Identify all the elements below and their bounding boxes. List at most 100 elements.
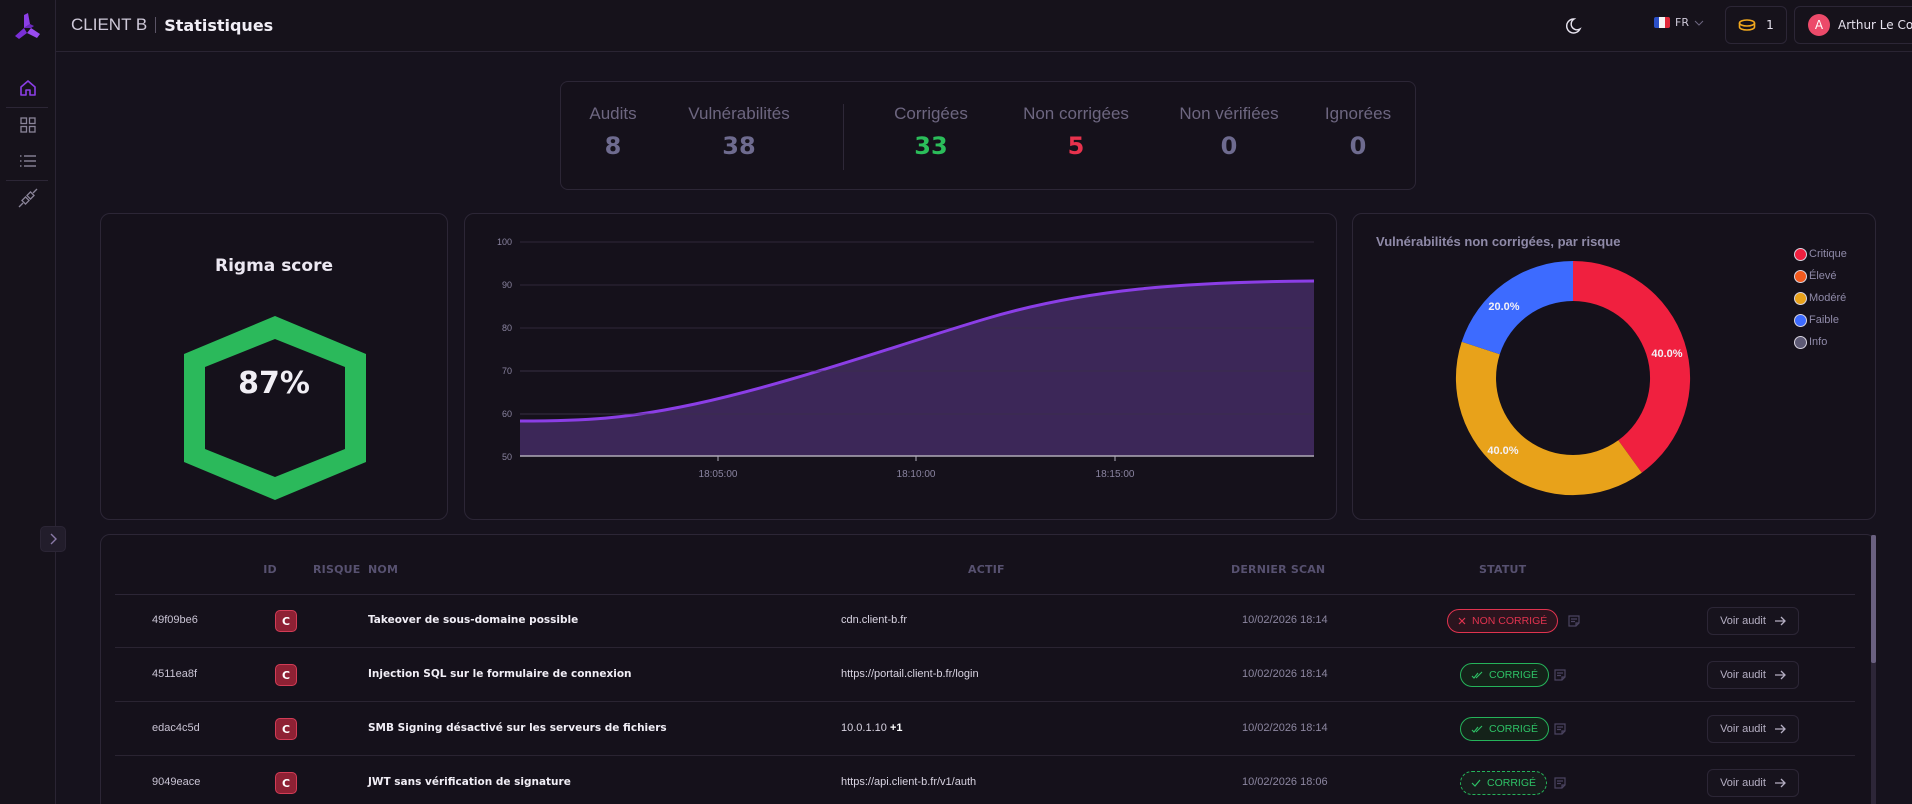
row-name[interactable]: SMB Signing désactivé sur les serveurs d… (368, 722, 667, 734)
sidebar-item-integrations[interactable] (14, 184, 42, 212)
rigma-logo-icon[interactable] (11, 12, 43, 44)
grid-icon (20, 117, 36, 133)
chevron-down-icon (1694, 20, 1704, 26)
arrow-right-icon (1774, 724, 1786, 734)
risk-badge-critical: C (275, 718, 297, 740)
slice-label-modere: 40.0% (1487, 445, 1518, 457)
legend-item-faible[interactable]: Faible (1794, 309, 1847, 331)
language-selector[interactable]: FR (1654, 16, 1704, 29)
risk-badge-critical: C (275, 664, 297, 686)
legend-item-eleve[interactable]: Élevé (1794, 265, 1847, 287)
stat-ignored: Ignorées 0 (1313, 104, 1403, 160)
sidebar-divider (6, 180, 48, 181)
credits-button[interactable]: 1 (1725, 6, 1787, 44)
moon-icon[interactable] (1562, 15, 1584, 37)
user-menu-button[interactable]: A Arthur Le Corguillé (1794, 6, 1912, 44)
column-header-risk[interactable]: RISQUE (313, 563, 361, 576)
status-badge[interactable]: CORRIGÉ (1460, 663, 1550, 687)
status-label: CORRIGÉ (1487, 777, 1537, 789)
note-icon[interactable] (1553, 776, 1567, 790)
status-badge[interactable]: CORRIGÉ (1460, 771, 1548, 795)
view-audit-label: Voir audit (1720, 669, 1766, 681)
column-header-id[interactable]: ID (263, 563, 277, 576)
breadcrumb-client[interactable]: CLIENT B (71, 15, 148, 34)
french-flag-icon (1654, 17, 1670, 28)
legend-dot-icon (1794, 313, 1807, 327)
table-scrollbar-thumb[interactable] (1871, 535, 1876, 663)
row-last-scan: 10/02/2026 18:14 (1242, 614, 1328, 626)
stat-fixed: Corrigées 33 (886, 104, 976, 160)
plug-icon (18, 188, 38, 208)
user-name: Arthur Le Corguillé (1838, 18, 1912, 32)
arrow-right-icon (1774, 670, 1786, 680)
score-title: Rigma score (215, 256, 333, 276)
stat-label: Audits (589, 104, 637, 123)
svg-text:70: 70 (502, 366, 512, 376)
row-id: 9049eace (152, 776, 201, 788)
table-row[interactable]: 9049eace C JWT sans vérification de sign… (115, 757, 1855, 804)
table-scrollbar-track[interactable] (1871, 535, 1876, 804)
row-name[interactable]: JWT sans vérification de signature (368, 776, 571, 788)
legend-item-critique[interactable]: Critique (1794, 243, 1847, 265)
view-audit-button[interactable]: Voir audit (1707, 769, 1799, 797)
stat-unverified: Non vérifiées 0 (1164, 104, 1294, 160)
column-header-last-scan[interactable]: DERNIER SCAN (1231, 563, 1326, 576)
sidebar-item-list[interactable] (14, 147, 42, 175)
asset-extra-count[interactable]: +1 (889, 722, 903, 734)
table-row[interactable]: 4511ea8f C Injection SQL sur le formulai… (115, 649, 1855, 702)
score-history-chart: 100 90 80 70 60 50 18:05:00 18:10:00 18:… (464, 213, 1337, 520)
column-header-name[interactable]: NOM (368, 563, 399, 576)
sidebar-expand-button[interactable] (40, 526, 66, 552)
donut-chart: 40.0% 40.0% 20.0% (1455, 260, 1691, 496)
rigma-score-card: Rigma score 87% (100, 213, 448, 520)
asset-value: 10.0.1.10 (841, 722, 887, 734)
note-icon[interactable] (1553, 668, 1567, 682)
legend-label: Info (1809, 336, 1828, 348)
stat-value: 5 (1067, 132, 1085, 160)
sidebar-item-home[interactable] (14, 74, 42, 102)
column-header-status[interactable]: STATUT (1479, 563, 1527, 576)
top-header: CLIENT B Statistiques FR 1 A Arthur Le C… (56, 0, 1912, 52)
status-label: NON CORRIGÉ (1472, 615, 1548, 627)
legend-item-modere[interactable]: Modéré (1794, 287, 1847, 309)
row-id: 4511ea8f (152, 668, 198, 680)
stat-value: 33 (914, 132, 948, 160)
legend-dot-icon (1794, 291, 1807, 305)
stat-label: Vulnérabilités (688, 104, 790, 123)
avatar: A (1808, 14, 1830, 36)
sidebar-item-dashboard[interactable] (14, 111, 42, 139)
note-icon[interactable] (1553, 722, 1567, 736)
check-icon (1471, 779, 1481, 787)
svg-text:80: 80 (502, 323, 512, 333)
column-header-asset[interactable]: ACTIF (968, 563, 1005, 576)
row-asset: cdn.client-b.fr (841, 614, 908, 626)
list-icon (20, 155, 36, 167)
table-row[interactable]: 49f09be6 C Takeover de sous-domaine poss… (115, 595, 1855, 648)
row-name[interactable]: Injection SQL sur le formulaire de conne… (368, 668, 632, 680)
status-badge[interactable]: CORRIGÉ (1460, 717, 1550, 741)
sidebar (0, 0, 66, 804)
view-audit-button[interactable]: Voir audit (1707, 607, 1799, 635)
view-audit-button[interactable]: Voir audit (1707, 715, 1799, 743)
double-check-icon (1471, 725, 1483, 733)
credits-count: 1 (1766, 18, 1774, 32)
note-icon[interactable] (1567, 614, 1581, 628)
risk-badge-critical: C (275, 610, 297, 632)
legend-dot-icon (1794, 269, 1807, 283)
legend-dot-icon (1794, 335, 1807, 349)
svg-text:60: 60 (502, 409, 512, 419)
view-audit-button[interactable]: Voir audit (1707, 661, 1799, 689)
stat-value: 38 (722, 132, 756, 160)
risk-donut-card: Vulnérabilités non corrigées, par risque… (1352, 213, 1876, 520)
row-name[interactable]: Takeover de sous-domaine possible (368, 614, 579, 626)
stats-divider (843, 104, 844, 170)
status-badge[interactable]: NON CORRIGÉ (1447, 609, 1559, 633)
svg-text:50: 50 (502, 452, 512, 462)
stat-unfixed: Non corrigées 5 (1011, 104, 1141, 160)
risk-badge-critical: C (275, 772, 297, 794)
breadcrumb: CLIENT B Statistiques (71, 15, 273, 35)
legend-item-info[interactable]: Info (1794, 331, 1847, 353)
legend-label: Critique (1809, 248, 1847, 260)
table-row[interactable]: edac4c5d C SMB Signing désactivé sur les… (115, 703, 1855, 756)
svg-text:18:15:00: 18:15:00 (1096, 469, 1135, 480)
